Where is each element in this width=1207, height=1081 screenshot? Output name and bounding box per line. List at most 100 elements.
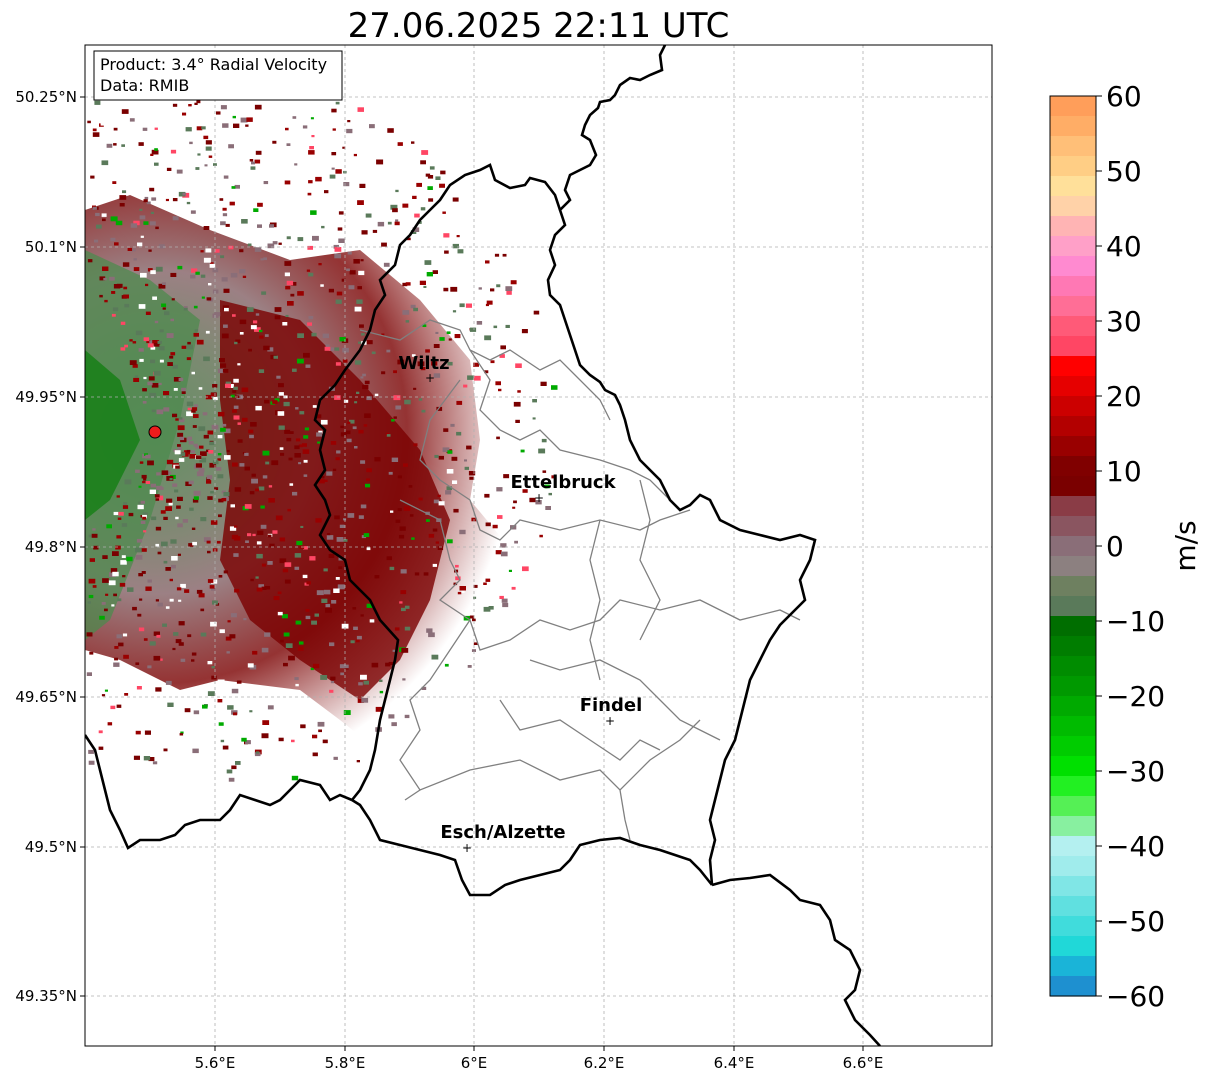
echo-speckle xyxy=(142,516,147,520)
echo-speckle xyxy=(165,680,172,685)
echo-speckle xyxy=(189,454,196,459)
echo-speckle xyxy=(439,337,445,341)
echo-speckle xyxy=(453,508,459,513)
echo-speckle xyxy=(548,492,552,496)
echo-speckle xyxy=(122,505,129,509)
echo-speckle xyxy=(318,263,322,266)
echo-speckle xyxy=(330,676,336,681)
echo-speckles xyxy=(86,100,558,784)
city-findel[interactable]: Findel + xyxy=(580,695,643,728)
echo-speckle xyxy=(295,683,299,687)
echo-speckle xyxy=(419,280,426,285)
echo-speckle xyxy=(239,463,245,467)
echo-speckle xyxy=(122,262,130,267)
city-ettelbruck[interactable]: Ettelbruck + xyxy=(510,472,616,505)
echo-speckle xyxy=(222,745,229,750)
echo-speckle xyxy=(110,705,116,710)
colorbar-segment xyxy=(1050,216,1096,237)
echo-speckle xyxy=(473,362,479,367)
colorbar-segment xyxy=(1050,376,1096,397)
echo-speckle xyxy=(87,259,93,263)
echo-speckle xyxy=(454,334,461,339)
colorbar-segment xyxy=(1050,656,1096,677)
echo-speckle xyxy=(199,445,204,449)
echo-speckle xyxy=(227,620,231,623)
echo-speckle xyxy=(352,426,357,430)
echo-speckle xyxy=(211,675,217,680)
echo-speckle xyxy=(209,585,215,589)
echo-speckle xyxy=(394,221,400,226)
echo-speckle xyxy=(346,128,353,134)
echo-speckle xyxy=(140,520,146,524)
echo-speckle xyxy=(459,586,466,591)
echo-speckle xyxy=(161,303,167,307)
echo-speckle xyxy=(357,698,364,703)
echo-speckle xyxy=(294,553,302,558)
echo-speckle xyxy=(150,221,156,226)
echo-speckle xyxy=(115,545,121,550)
echo-speckle xyxy=(359,183,366,188)
echo-speckle xyxy=(198,426,206,432)
echo-speckle xyxy=(106,143,113,148)
echo-speckle xyxy=(295,407,299,410)
echo-speckle xyxy=(154,494,160,498)
echo-speckle xyxy=(274,398,280,402)
colorbar-segment xyxy=(1050,716,1096,737)
echo-speckle xyxy=(121,144,125,147)
echo-speckle xyxy=(159,329,164,333)
echo-speckle xyxy=(303,352,310,358)
echo-speckle xyxy=(452,197,459,202)
echo-speckle xyxy=(343,664,349,669)
echo-speckle xyxy=(184,589,190,593)
echo-speckle xyxy=(185,127,192,132)
echo-speckle xyxy=(101,602,106,605)
echo-speckle xyxy=(113,511,119,516)
echo-speckle xyxy=(305,609,310,612)
echo-speckle xyxy=(150,483,156,488)
echo-speckle xyxy=(500,345,506,350)
echo-speckle xyxy=(162,623,167,627)
radar-site-marker[interactable] xyxy=(148,425,162,439)
echo-speckle xyxy=(111,604,115,607)
echo-speckle xyxy=(250,166,256,170)
echo-speckle xyxy=(217,252,221,256)
echo-speckle xyxy=(430,275,437,281)
echo-speckle xyxy=(306,581,311,585)
echo-speckle xyxy=(156,472,161,476)
echo-speckle xyxy=(403,506,411,511)
echo-speckle xyxy=(392,208,398,213)
echo-speckle xyxy=(264,334,269,337)
echo-speckle xyxy=(472,618,476,622)
echo-speckle xyxy=(273,355,278,359)
echo-speckle xyxy=(361,333,365,336)
echo-speckle xyxy=(297,646,304,651)
echo-speckle xyxy=(110,568,118,573)
echo-speckle xyxy=(349,270,356,275)
echo-speckle xyxy=(103,277,107,281)
colorbar-segment xyxy=(1050,276,1096,297)
echo-speckle xyxy=(180,142,188,147)
echo-speckle xyxy=(147,579,152,583)
echo-speckle xyxy=(139,171,144,174)
echo-speckle xyxy=(181,345,187,349)
echo-speckle xyxy=(146,340,151,344)
echo-speckle xyxy=(331,167,335,170)
echo-speckle xyxy=(390,510,394,513)
echo-speckle xyxy=(417,361,425,367)
echo-speckle xyxy=(251,161,255,165)
echo-speckle xyxy=(429,166,435,170)
echo-speckle xyxy=(151,197,157,201)
echo-speckle xyxy=(161,541,168,547)
echo-speckle xyxy=(133,220,140,226)
echo-speckle xyxy=(343,710,351,715)
echo-speckle xyxy=(104,608,108,612)
echo-speckle xyxy=(400,569,407,574)
echo-speckle xyxy=(443,287,449,292)
city-wiltz[interactable]: Wiltz + xyxy=(398,353,449,385)
echo-speckle xyxy=(453,241,457,244)
city-esch-alzette[interactable]: Esch/Alzette + xyxy=(440,822,565,855)
echo-speckle xyxy=(303,459,308,463)
echo-speckle xyxy=(413,307,418,312)
echo-speckle xyxy=(248,348,252,352)
